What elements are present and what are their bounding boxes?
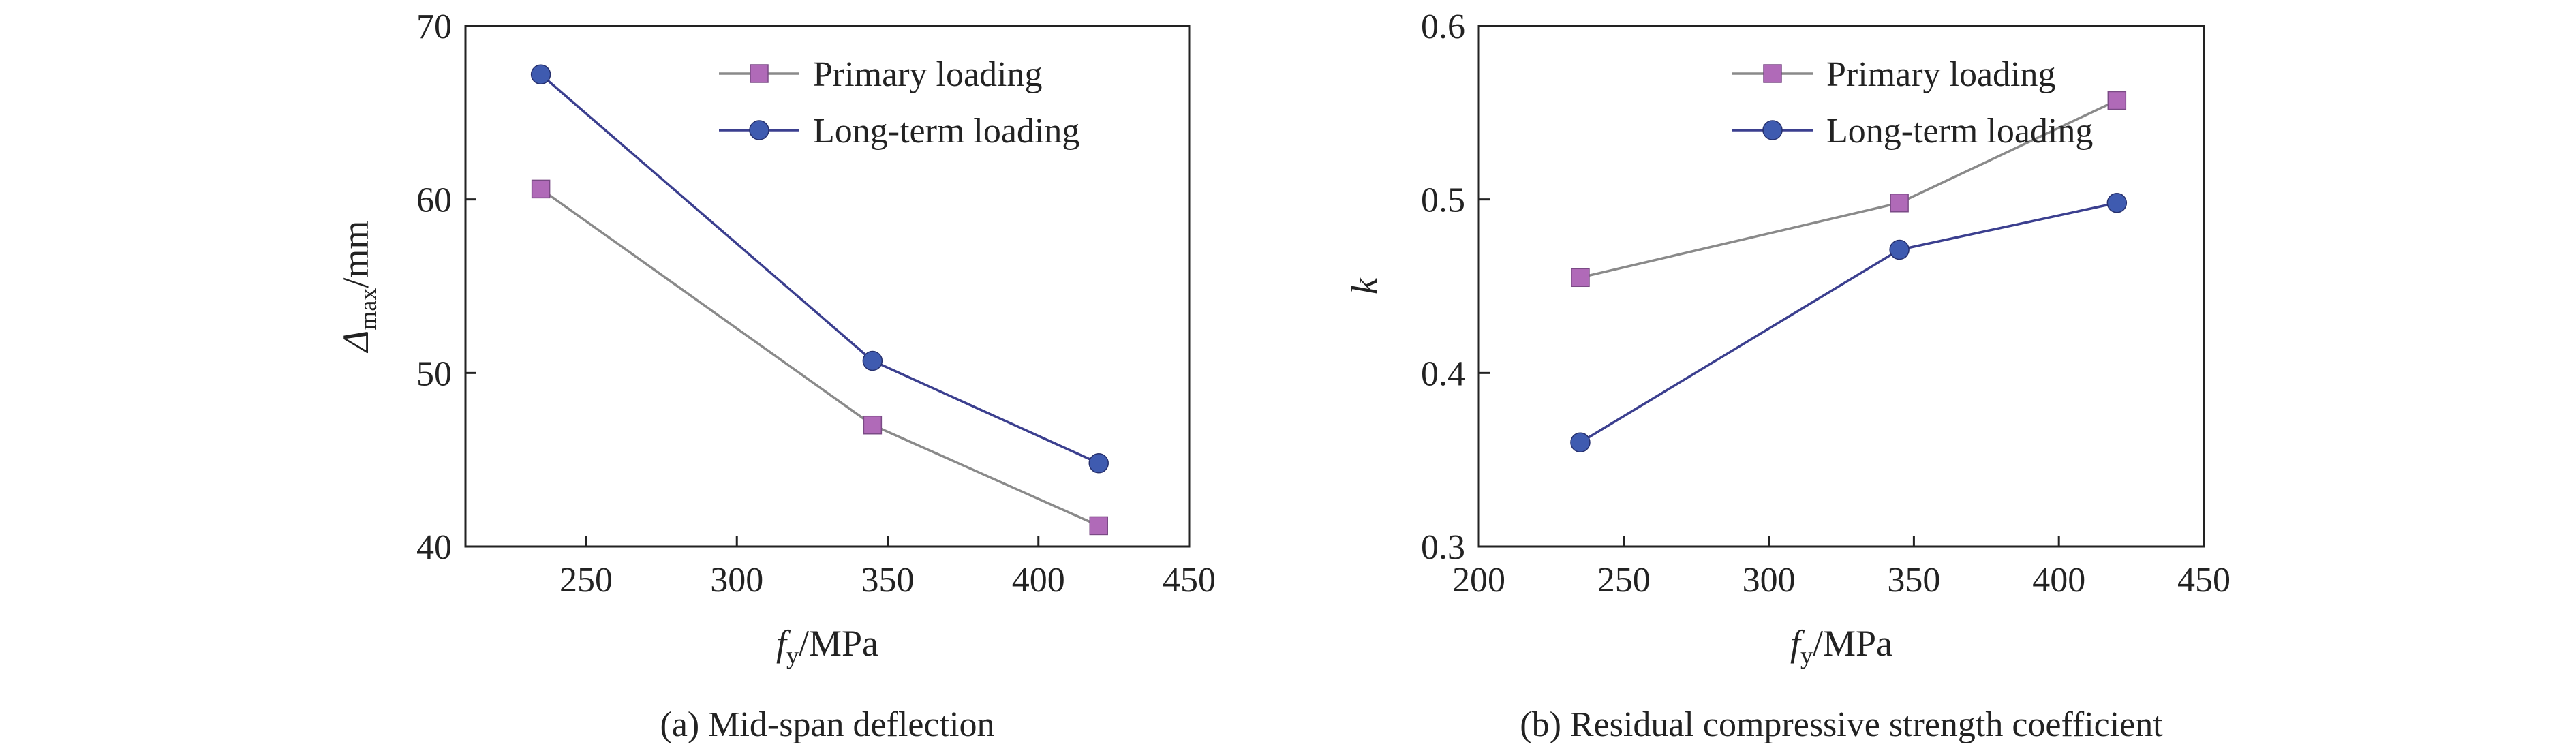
x-axis-label-subscript: y (1800, 642, 1813, 669)
chart-b: 200 250 300 350 400 450 0.3 0.4 0.5 0.6 fy/MPa k Pri… (1344, 7, 2230, 744)
x-tick-label: 300 (710, 561, 763, 600)
legend-label: Primary loading (1826, 55, 2056, 94)
data-point-primary (863, 415, 883, 435)
legend-marker-long-term (749, 120, 769, 140)
x-axis-label: fy/MPa (1790, 623, 1892, 669)
y-axis-label-symbol: k (1344, 277, 1385, 294)
y-axis-label-subscript: max (354, 288, 382, 331)
x-axis-label-unit: /MPa (799, 623, 878, 664)
y-tick-label: 0.3 (1421, 528, 1465, 567)
y-tick-label: 0.5 (1421, 181, 1465, 220)
legend-marker-primary (750, 64, 769, 83)
data-point-long-term (530, 64, 551, 85)
x-tick-label: 200 (1452, 561, 1505, 600)
x-axis-label-unit: /MPa (1813, 623, 1892, 664)
series-line-long-term (1580, 202, 2117, 444)
y-tick-label: 0.6 (1421, 7, 1465, 46)
x-tick-label: 400 (1012, 561, 1065, 600)
y-tick-label: 40 (416, 528, 452, 567)
x-axis-label: fy/MPa (776, 623, 878, 669)
plot-frame (1477, 25, 2205, 548)
data-point-long-term (1889, 239, 1910, 260)
plot-frame (464, 25, 1191, 548)
y-axis-label-unit: /mm (335, 221, 376, 288)
x-tick-label: 350 (861, 561, 915, 600)
x-tick-label: 250 (1597, 561, 1651, 600)
data-point-primary (1571, 268, 1590, 288)
legend-marker-primary (1763, 64, 1782, 83)
data-point-primary (1890, 194, 1909, 213)
data-point-long-term (2106, 193, 2128, 213)
y-axis-label: k (1344, 277, 1385, 294)
legend-label: Long-term loading (1826, 112, 2093, 151)
x-axis-label-subscript: y (786, 642, 799, 669)
x-tick-label: 400 (2032, 561, 2085, 600)
y-tick-label: 0.4 (1421, 354, 1465, 393)
y-tick-label: 50 (416, 354, 452, 393)
y-axis-label-symbol: Δ (335, 331, 376, 354)
y-tick-label: 70 (416, 7, 452, 46)
x-tick-label: 300 (1743, 561, 1796, 600)
legend-marker-long-term (1762, 120, 1783, 140)
data-point-long-term (1570, 432, 1591, 452)
data-point-primary (531, 179, 551, 199)
figure-caption: (b) Residual compressive strength coeffi… (1520, 705, 2163, 744)
series-line-primary (540, 187, 1099, 527)
legend-label: Primary loading (813, 55, 1043, 94)
data-point-long-term (1088, 453, 1109, 474)
data-point-long-term (862, 350, 883, 371)
figure-caption: (a) Mid-span deflection (660, 705, 995, 744)
x-tick-label: 450 (1163, 561, 1216, 600)
y-axis-label: Δmax/mm (335, 221, 382, 354)
chart-a: 250 300 350 400 450 40 50 60 70 fy/MPa Δmax/mm Prim… (335, 7, 1216, 744)
x-tick-label: 250 (559, 561, 613, 600)
y-tick-label: 60 (416, 181, 452, 220)
data-point-primary (1089, 516, 1108, 536)
x-tick-label: 450 (2177, 561, 2230, 600)
x-tick-label: 350 (1887, 561, 1940, 600)
legend-label: Long-term loading (813, 112, 1079, 151)
data-point-primary (2107, 91, 2127, 110)
